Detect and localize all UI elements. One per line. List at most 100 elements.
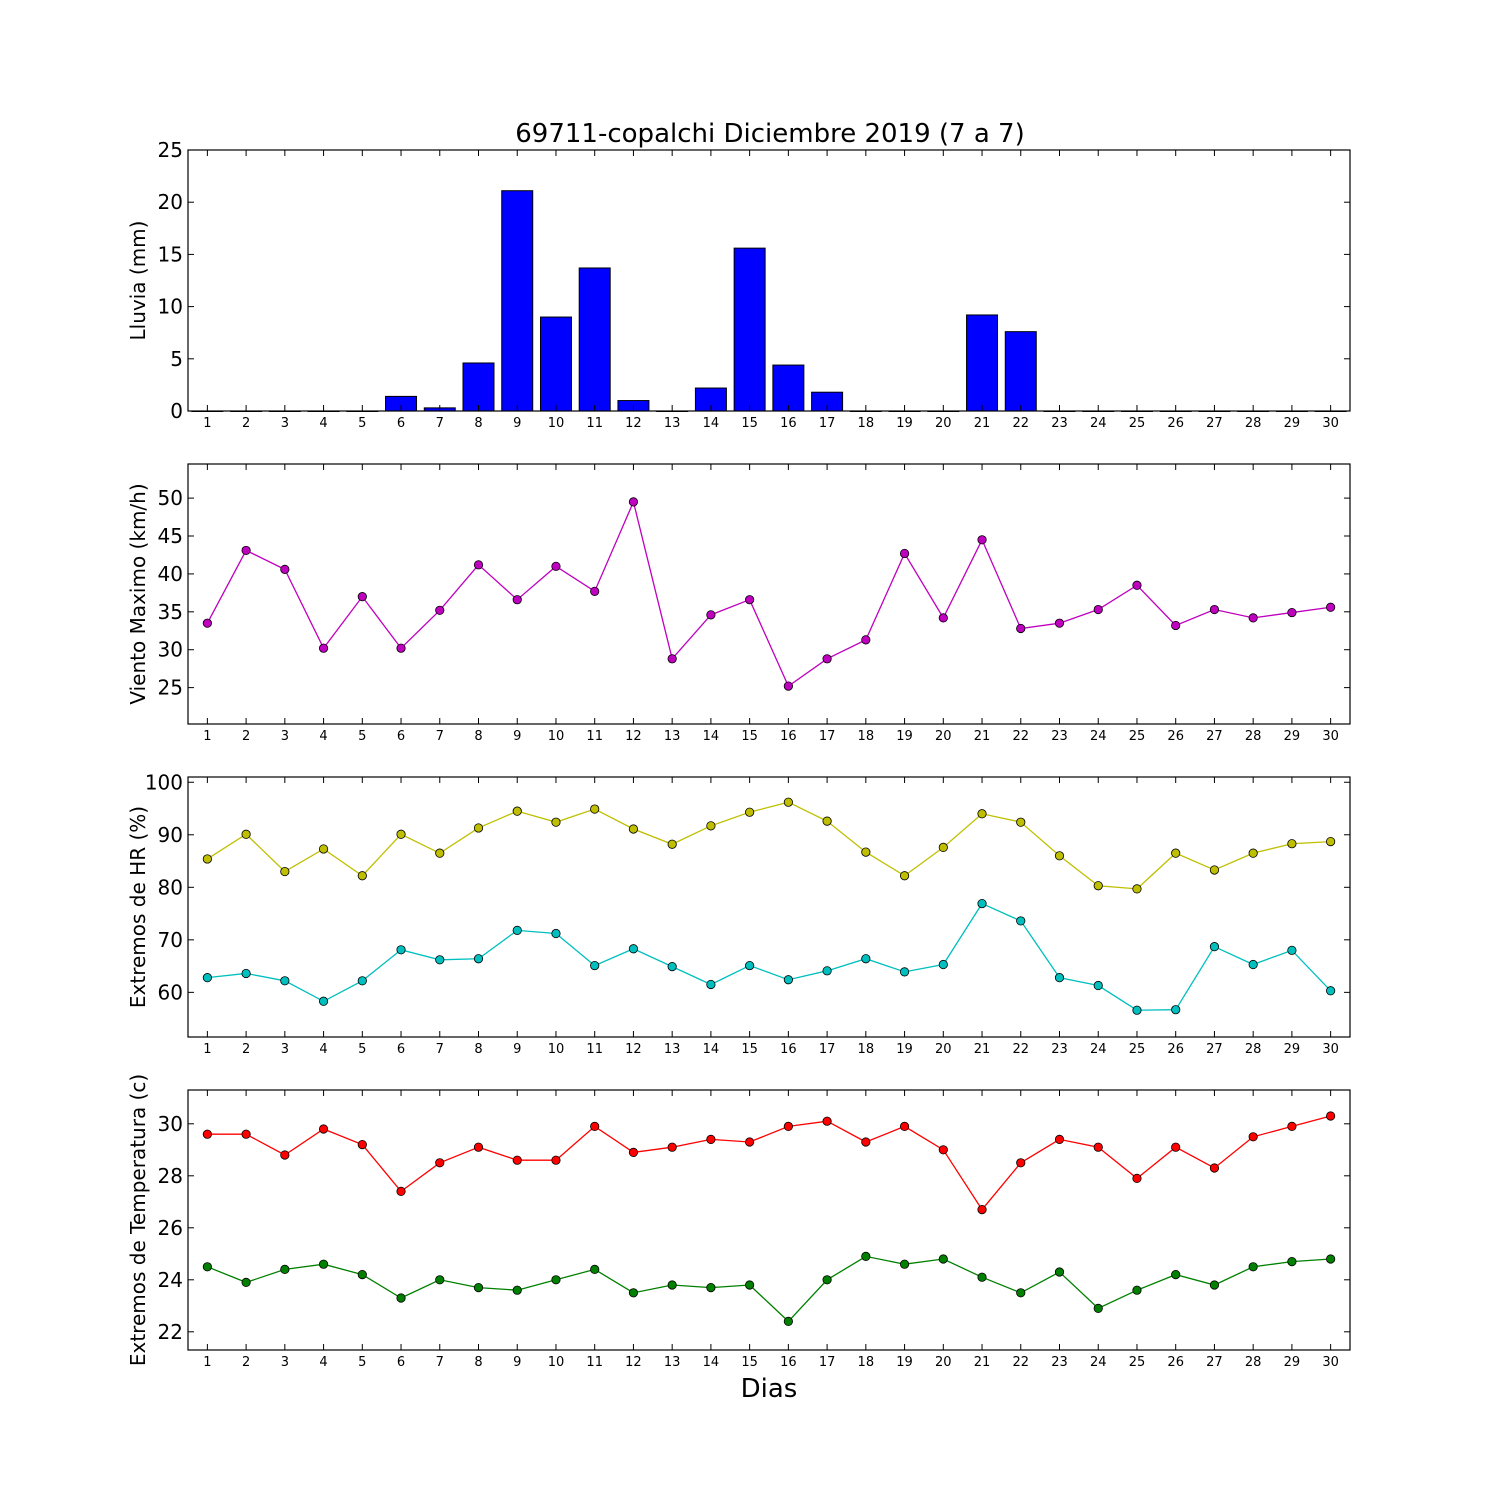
point-day-20 <box>938 1145 948 1155</box>
series-hr-2 <box>202 898 1336 1015</box>
x-tick-label: 23 <box>1051 729 1068 744</box>
x-tick-label: 24 <box>1090 729 1107 744</box>
y-tick-label: 45 <box>158 524 183 548</box>
x-tick-label: 3 <box>281 1042 289 1057</box>
point-day-29 <box>1287 945 1297 955</box>
series-viento-1 <box>202 497 1336 691</box>
point-day-17 <box>822 1275 832 1285</box>
point-day-13 <box>667 1142 677 1152</box>
point-day-19 <box>899 548 910 559</box>
x-tick-label: 27 <box>1206 729 1223 744</box>
y-axis-label: Lluvia (mm) <box>126 221 150 341</box>
point-day-29 <box>1287 1121 1297 1132</box>
y-tick-label: 0 <box>170 399 183 423</box>
series-lluvia-1 <box>191 190 1347 412</box>
bar-day-10 <box>539 316 572 412</box>
y-tick-label: 28 <box>158 1164 183 1188</box>
point-day-22 <box>1016 623 1026 634</box>
x-tick-label: 5 <box>358 416 366 431</box>
x-tick-label: 15 <box>741 729 758 744</box>
point-day-23 <box>1054 973 1065 983</box>
point-day-19 <box>899 1259 910 1269</box>
x-tick-label: 22 <box>1012 1355 1029 1370</box>
x-tick-label: 13 <box>664 729 681 744</box>
point-day-14 <box>706 610 716 620</box>
bar-day-16 <box>772 364 805 412</box>
series-line <box>206 499 1331 688</box>
point-day-13 <box>667 962 677 972</box>
x-tick-label: 17 <box>819 416 836 431</box>
x-tick-label: 16 <box>780 729 797 744</box>
point-day-22 <box>1016 916 1026 926</box>
axes-frame <box>187 149 1351 412</box>
point-day-16 <box>783 975 793 985</box>
point-day-4 <box>318 996 329 1006</box>
x-tick-label: 4 <box>319 729 327 744</box>
x-tick-label: 17 <box>819 1042 836 1057</box>
x-tick-label: 7 <box>436 416 444 431</box>
point-day-4 <box>318 844 329 854</box>
point-day-2 <box>241 829 251 839</box>
x-tick-label: 10 <box>548 1355 565 1370</box>
point-day-30 <box>1326 986 1336 996</box>
point-day-1 <box>202 973 212 983</box>
x-tick-label: 18 <box>858 1042 875 1057</box>
x-tick-label: 11 <box>586 1355 603 1370</box>
point-day-30 <box>1326 1111 1336 1121</box>
point-day-12 <box>628 1147 639 1158</box>
series-temp-2 <box>202 1251 1336 1327</box>
y-tick-label: 100 <box>145 770 183 794</box>
point-day-17 <box>822 966 832 976</box>
y-tick-label: 22 <box>158 1320 183 1344</box>
point-day-21 <box>977 1272 987 1282</box>
point-day-25 <box>1132 884 1142 894</box>
point-day-10 <box>551 817 561 827</box>
point-day-5 <box>357 592 367 602</box>
x-tick-label: 3 <box>281 416 289 431</box>
point-day-1 <box>202 854 212 864</box>
x-tick-label: 15 <box>741 1042 758 1057</box>
x-tick-label: 27 <box>1206 1355 1223 1370</box>
x-tick-label: 10 <box>548 1042 565 1057</box>
point-day-27 <box>1209 1163 1220 1173</box>
point-day-22 <box>1016 1158 1026 1168</box>
point-day-29 <box>1287 839 1297 849</box>
y-tick-label: 10 <box>158 295 183 319</box>
point-day-2 <box>241 968 251 979</box>
point-day-8 <box>473 823 484 833</box>
x-tick-label: 24 <box>1090 1042 1107 1057</box>
x-tick-label: 25 <box>1129 729 1146 744</box>
x-tick-label: 25 <box>1129 1355 1146 1370</box>
x-tick-label: 2 <box>242 729 250 744</box>
point-day-18 <box>861 1137 871 1147</box>
x-tick-label: 1 <box>203 729 211 744</box>
series-line <box>207 1255 1331 1323</box>
point-day-25 <box>1132 1173 1142 1184</box>
point-day-1 <box>202 618 212 628</box>
bar-day-21 <box>966 314 999 412</box>
x-tick-label: 26 <box>1167 416 1184 431</box>
point-day-12 <box>628 944 639 954</box>
point-day-7 <box>435 1275 445 1285</box>
point-day-14 <box>706 821 716 831</box>
point-day-15 <box>745 1137 755 1147</box>
point-day-11 <box>590 960 600 971</box>
point-day-26 <box>1171 848 1181 858</box>
point-day-18 <box>861 847 871 857</box>
x-tick-label: 29 <box>1284 729 1301 744</box>
bar-day-11 <box>578 267 611 412</box>
x-tick-label: 6 <box>397 1355 405 1370</box>
x-tick-label: 15 <box>741 1355 758 1370</box>
y-tick-label: 20 <box>158 190 183 214</box>
x-tick-label: 23 <box>1051 416 1068 431</box>
point-day-16 <box>783 1121 793 1132</box>
bar-day-9 <box>501 190 534 412</box>
x-tick-label: 8 <box>474 729 482 744</box>
x-tick-label: 19 <box>896 1355 913 1370</box>
point-day-19 <box>899 967 910 977</box>
x-tick-label: 21 <box>974 729 991 744</box>
axes-frame <box>187 776 1351 1038</box>
x-tick-label: 7 <box>436 729 444 744</box>
